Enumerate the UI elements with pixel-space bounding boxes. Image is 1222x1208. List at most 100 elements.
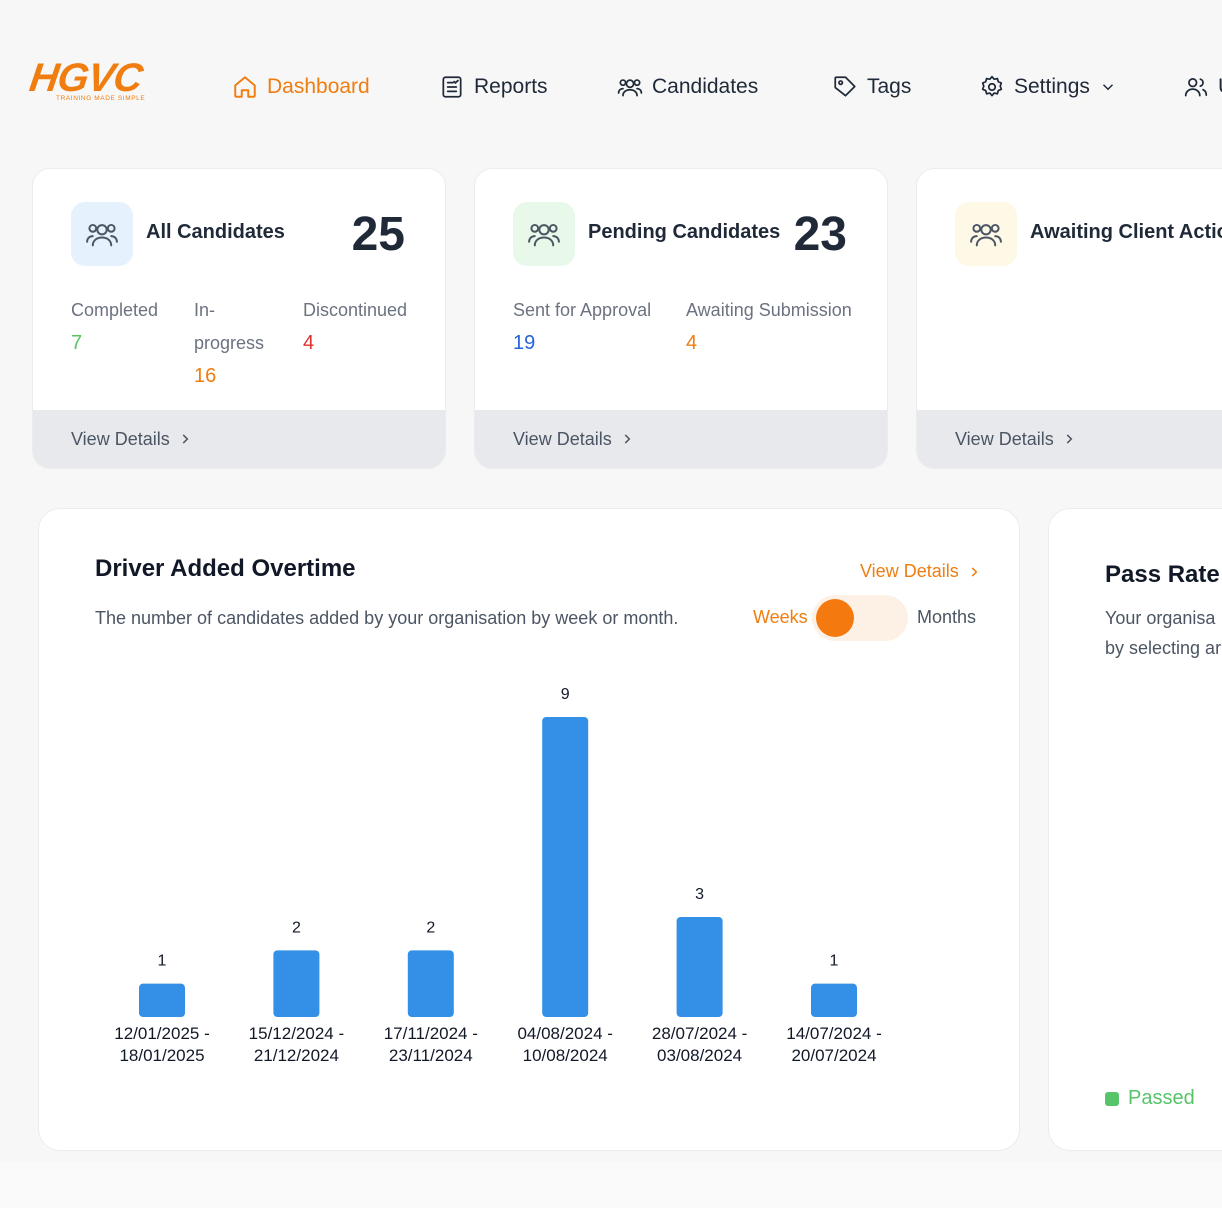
panel-subtitle-line-2: by selecting ar [1105, 638, 1222, 658]
pending-candidates-card: Pending Candidates 23 Sent for Approval … [474, 168, 888, 469]
chart-bar [407, 950, 454, 1017]
x-tick-label: 28/07/2024 - [652, 1024, 747, 1043]
view-details-label: View Details [860, 561, 959, 581]
view-details-link[interactable]: View Details [917, 410, 1222, 468]
stat-label: Sent for Approval [513, 300, 652, 320]
view-details-link[interactable]: View Details [33, 410, 445, 468]
view-details-label: View Details [513, 428, 612, 449]
x-tick-label: 17/11/2024 - [384, 1024, 478, 1043]
driver-added-panel: Driver Added Overtime The number of cand… [38, 508, 1020, 1151]
stat-value: 16 [194, 365, 217, 387]
x-tick-label: 21/12/2024 [254, 1046, 339, 1065]
toggle-months-label[interactable]: Months [917, 607, 977, 627]
nav-candidates[interactable]: Candidates [617, 70, 758, 104]
chart-bar [811, 983, 857, 1017]
weeks-months-toggle[interactable] [812, 595, 908, 641]
legend-label: Passed [1128, 1087, 1195, 1109]
stat-value: 7 [71, 332, 83, 354]
nav-candidates-label: Candidates [652, 75, 759, 98]
nav-tags-label: Tags [867, 75, 912, 98]
chart-bar [542, 717, 589, 1017]
bar-value-label: 1 [830, 953, 839, 970]
nav-users[interactable]: U [1183, 70, 1222, 104]
nav-dashboard[interactable]: Dashboard [232, 70, 370, 104]
page-bottom-strip [0, 1162, 1222, 1208]
panel-subtitle: The number of candidates added by your o… [95, 608, 679, 628]
stat-label: Discontinued [303, 300, 408, 320]
bar-value-label: 9 [561, 686, 570, 703]
chevron-right-icon [971, 566, 978, 577]
stat-label: In- [194, 300, 216, 320]
users-icon [617, 79, 643, 97]
toggle-weeks-label[interactable]: Weeks [753, 607, 808, 627]
user-icon [1184, 78, 1208, 97]
view-details-link[interactable]: View Details [860, 561, 981, 582]
x-tick-label: 14/07/2024 - [786, 1024, 881, 1043]
x-tick-label: 03/08/2024 [657, 1046, 742, 1065]
card-count: 23 [793, 208, 847, 261]
panel-title: Pass Rate [1105, 561, 1220, 588]
stat-label: progress [194, 333, 265, 353]
toggle-knob [816, 599, 854, 637]
tag-icon [834, 76, 856, 97]
bar-value-label: 1 [158, 953, 167, 970]
stat-value: 19 [513, 332, 536, 354]
panel-title: Driver Added Overtime [95, 555, 356, 582]
nav-reports[interactable]: Reports [439, 70, 548, 104]
card-title: Pending Candidates [588, 221, 781, 243]
card-count: 25 [351, 208, 405, 261]
view-details-label: View Details [71, 428, 170, 449]
stat-inprogress: In- progress 16 [194, 294, 264, 393]
brand-logo[interactable]: HGVC Training made simple [26, 56, 170, 110]
panel-subtitle-line-1: Your organisa [1105, 608, 1216, 628]
nav-users-label: U [1218, 75, 1222, 99]
nav-settings-label: Settings [1014, 75, 1090, 98]
legend-passed: Passed [1105, 1087, 1195, 1110]
legend-swatch [1105, 1091, 1119, 1106]
gear-icon [981, 75, 1003, 97]
view-details-link[interactable]: View Details [475, 410, 887, 468]
chart-bar [676, 917, 723, 1017]
x-tick-label: 20/07/2024 [791, 1046, 876, 1065]
stat-value: 4 [686, 332, 698, 354]
chevron-right-icon [624, 434, 631, 444]
x-tick-label: 18/01/2025 [119, 1046, 204, 1065]
bar-value-label: 3 [695, 886, 704, 903]
logo-tagline: Training made simple [56, 95, 146, 102]
nav-dashboard-label: Dashboard [267, 75, 370, 98]
nav-reports-label: Reports [474, 75, 548, 98]
card-title: Awaiting Client Action [1030, 221, 1222, 243]
stat-sent-for-approval: Sent for Approval 19 [513, 294, 651, 360]
chart-bar [273, 950, 320, 1017]
nav-settings[interactable]: Settings [979, 70, 1117, 104]
awaiting-client-card: Awaiting Client Action View Details [916, 168, 1222, 469]
chevron-right-icon [1066, 434, 1073, 444]
stat-label: Completed [71, 300, 159, 320]
nav-tags[interactable]: Tags [832, 70, 911, 104]
report-icon [442, 76, 462, 98]
stat-label: Awaiting Submission [686, 300, 852, 320]
stat-value: 4 [303, 332, 315, 354]
stat-awaiting-submission: Awaiting Submission 4 [686, 294, 852, 360]
candidates-icon [955, 202, 1017, 266]
x-tick-label: 04/08/2024 - [517, 1024, 612, 1043]
bar-value-label: 2 [426, 919, 435, 936]
card-title: All Candidates [146, 221, 285, 243]
stat-discontinued: Discontinued 4 [303, 294, 407, 360]
home-icon [234, 76, 256, 98]
candidates-icon [513, 202, 575, 266]
logo-text: HGVC [26, 56, 145, 100]
view-details-label: View Details [955, 428, 1054, 449]
pass-rate-panel: Pass Rate Your organisa by selecting ar … [1048, 508, 1222, 1151]
chevron-down-icon [1102, 84, 1113, 91]
bar-value-label: 2 [292, 919, 301, 936]
stat-completed: Completed 7 [71, 294, 158, 360]
candidates-icon [71, 202, 133, 266]
chevron-right-icon [182, 434, 189, 444]
x-tick-label: 12/01/2025 - [114, 1024, 209, 1043]
bar-chart: 1 12/01/2025 - 18/01/2025 2 15/12/2024 - 21/1… [114, 686, 881, 1065]
x-tick-label: 23/11/2024 [389, 1046, 473, 1065]
x-tick-label: 10/08/2024 [523, 1046, 608, 1065]
all-candidates-card: All Candidates 25 Completed 7 In- progre… [32, 168, 446, 469]
x-tick-label: 15/12/2024 - [249, 1024, 344, 1043]
